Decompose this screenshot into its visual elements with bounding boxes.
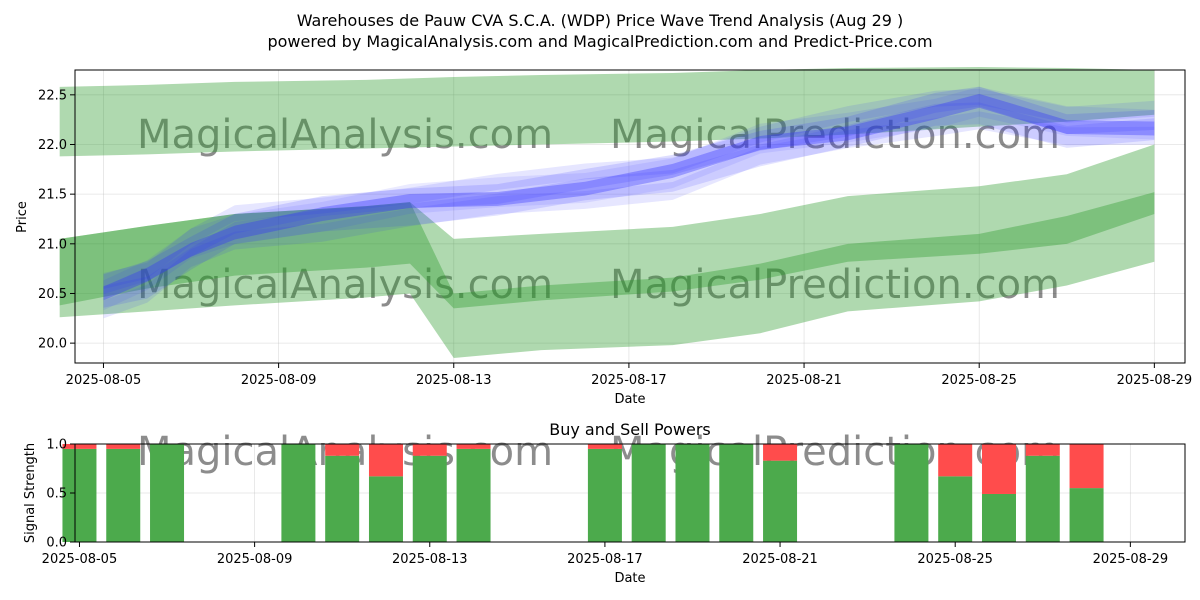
- buy-bar-13: [894, 444, 929, 542]
- price-y-tick-label-3: 21.5: [38, 188, 67, 203]
- price-plot-y-ticks: 20.0 20.5 21.0 21.5 22.0 22.5: [38, 88, 75, 352]
- price-plot-x-ticks: 2025-08-05 2025-08-09 2025-08-13 2025-08-17…: [66, 363, 1192, 388]
- signal-x-tick-label-4: 2025-08-21: [742, 552, 818, 567]
- price-plot-grid: [75, 70, 1185, 363]
- price-x-tick-label-5: 2025-08-25: [941, 373, 1017, 388]
- signal-y-tick-label-2: 1.0: [46, 438, 67, 453]
- price-waves: [103, 86, 1155, 319]
- price-watermark-3: MagicalPrediction.com: [610, 262, 1060, 308]
- signal-y-tick-label-0: 0.0: [46, 536, 67, 551]
- price-y-tick-label-0: 20.0: [38, 337, 67, 352]
- chart-title-line-1: Warehouses de Pauw CVA S.C.A. (WDP) Pric…: [297, 11, 904, 30]
- sell-bar-12: [763, 444, 798, 461]
- buy-bar-14: [938, 476, 973, 542]
- price-band-0: [59, 67, 1155, 157]
- price-plot-x-label: Date: [614, 392, 645, 407]
- price-plot-watermarks: MagicalAnalysis.com MagicalPrediction.com…: [137, 112, 1060, 308]
- buy-bar-17: [1069, 488, 1104, 542]
- sell-bar-4: [325, 444, 360, 456]
- sell-bar-16: [1025, 444, 1060, 456]
- price-x-tick-label-2: 2025-08-13: [416, 373, 492, 388]
- price-plot-y-label: Price: [15, 201, 30, 233]
- sell-bar-0: [62, 444, 97, 449]
- buy-bar-7: [456, 448, 491, 542]
- signal-y-tick-label-1: 0.5: [46, 487, 67, 502]
- signal-x-tick-label-2: 2025-08-13: [392, 552, 468, 567]
- sell-bar-15: [981, 444, 1016, 494]
- price-watermark-0: MagicalAnalysis.com: [137, 112, 553, 158]
- price-x-tick-label-3: 2025-08-17: [591, 373, 667, 388]
- signal-x-tick-label-3: 2025-08-17: [567, 552, 643, 567]
- buy-bar-4: [325, 455, 360, 542]
- signal-bars: [62, 444, 1104, 542]
- buy-bar-9: [631, 444, 666, 542]
- price-watermark-2: MagicalAnalysis.com: [137, 262, 553, 308]
- buy-bar-0: [62, 448, 97, 542]
- buy-bar-11: [719, 444, 754, 542]
- price-x-tick-label-4: 2025-08-21: [766, 373, 842, 388]
- price-x-tick-label-6: 2025-08-29: [1117, 373, 1193, 388]
- price-bands: [59, 67, 1155, 359]
- price-y-tick-label-4: 22.0: [38, 138, 67, 153]
- signal-x-tick-label-5: 2025-08-25: [917, 552, 993, 567]
- signal-plot-y-label: Signal Strength: [23, 443, 38, 543]
- sell-bar-14: [938, 444, 973, 477]
- price-wave-3: [103, 88, 1155, 289]
- chart-title-line-2: powered by MagicalAnalysis.com and Magic…: [267, 32, 932, 51]
- sell-bar-6: [412, 444, 447, 456]
- signal-plot-x-label: Date: [614, 571, 645, 586]
- sell-bar-1: [106, 444, 141, 449]
- sell-bar-17: [1069, 444, 1104, 489]
- price-plot: MagicalAnalysis.com MagicalPrediction.com…: [15, 67, 1192, 407]
- price-wave-2: [103, 102, 1155, 308]
- signal-x-tick-label-6: 2025-08-29: [1093, 552, 1169, 567]
- price-x-tick-label-1: 2025-08-09: [241, 373, 317, 388]
- signal-plot-y-ticks: 0.0 0.5 1.0: [46, 438, 75, 551]
- price-y-tick-label-2: 21.0: [38, 237, 67, 252]
- buy-bar-2: [150, 444, 185, 542]
- buy-bar-10: [675, 444, 710, 542]
- price-wave-5: [103, 86, 1155, 311]
- price-watermark-1: MagicalPrediction.com: [610, 112, 1060, 158]
- price-band-2: [59, 192, 1155, 309]
- price-y-tick-label-5: 22.5: [38, 88, 67, 103]
- price-band-1: [59, 144, 1155, 359]
- price-plot-frame: [74, 69, 1186, 364]
- buy-bar-6: [412, 455, 447, 542]
- buy-bar-5: [368, 476, 403, 542]
- buy-bar-8: [587, 448, 622, 542]
- buy-bar-16: [1025, 455, 1060, 542]
- buy-bar-15: [981, 493, 1016, 542]
- sell-bar-5: [368, 444, 403, 477]
- price-y-tick-label-1: 20.5: [38, 287, 67, 302]
- sell-bar-7: [456, 444, 491, 449]
- signal-plot-title: Buy and Sell Powers: [549, 420, 711, 439]
- price-wave-4: [103, 111, 1155, 319]
- signal-plot: Buy and Sell Powers MagicalAnalysis.comM…: [23, 420, 1186, 586]
- buy-bar-3: [281, 444, 316, 542]
- price-x-tick-label-0: 2025-08-05: [66, 373, 142, 388]
- signal-x-tick-label-0: 2025-08-05: [42, 552, 118, 567]
- buy-bar-12: [763, 460, 798, 542]
- sell-bar-8: [587, 444, 622, 449]
- signal-x-tick-label-1: 2025-08-09: [217, 552, 293, 567]
- buy-bar-1: [106, 448, 141, 542]
- signal-plot-x-ticks: 2025-08-05 2025-08-09 2025-08-13 2025-08-17…: [42, 542, 1168, 567]
